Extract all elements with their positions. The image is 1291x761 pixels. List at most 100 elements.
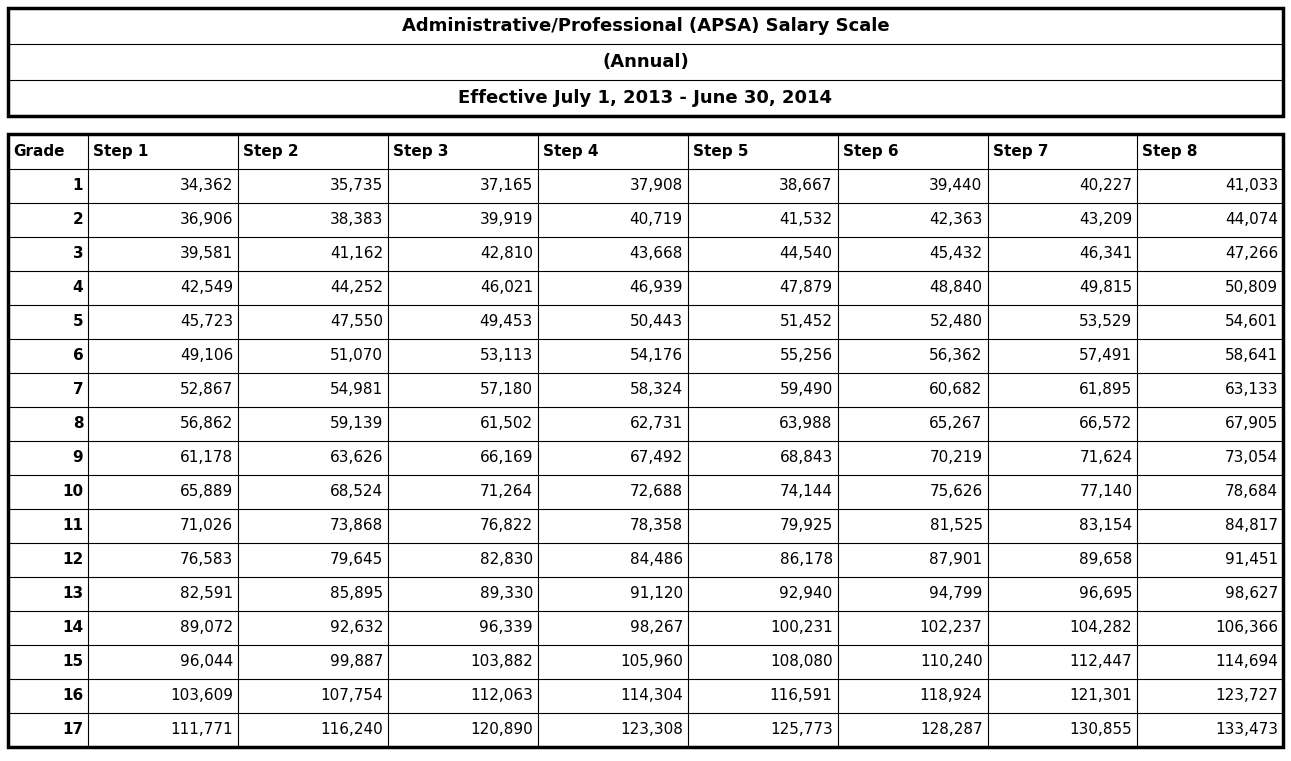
- Text: 46,021: 46,021: [480, 281, 533, 295]
- Text: 13: 13: [62, 587, 84, 601]
- Text: 43,209: 43,209: [1079, 212, 1132, 228]
- Text: 85,895: 85,895: [330, 587, 383, 601]
- Text: 37,165: 37,165: [480, 179, 533, 193]
- Text: 54,176: 54,176: [630, 349, 683, 364]
- Text: 68,524: 68,524: [330, 485, 383, 499]
- Text: 3: 3: [72, 247, 84, 262]
- Text: 52,480: 52,480: [930, 314, 982, 330]
- Text: 41,033: 41,033: [1225, 179, 1278, 193]
- Text: 91,451: 91,451: [1225, 552, 1278, 568]
- Text: 114,304: 114,304: [620, 689, 683, 703]
- Text: 53,113: 53,113: [480, 349, 533, 364]
- Text: 61,895: 61,895: [1079, 383, 1132, 397]
- Text: 58,324: 58,324: [630, 383, 683, 397]
- Text: 83,154: 83,154: [1079, 518, 1132, 533]
- Text: 66,169: 66,169: [479, 451, 533, 466]
- Text: 133,473: 133,473: [1215, 722, 1278, 737]
- Text: 72,688: 72,688: [630, 485, 683, 499]
- Bar: [8, 8, 1283, 116]
- Text: 50,443: 50,443: [630, 314, 683, 330]
- Text: 104,282: 104,282: [1070, 620, 1132, 635]
- Text: 63,988: 63,988: [780, 416, 833, 431]
- Text: 47,879: 47,879: [780, 281, 833, 295]
- Text: 56,362: 56,362: [930, 349, 982, 364]
- Text: 54,981: 54,981: [330, 383, 383, 397]
- Text: 114,694: 114,694: [1215, 654, 1278, 670]
- Text: 78,358: 78,358: [630, 518, 683, 533]
- Text: 54,601: 54,601: [1225, 314, 1278, 330]
- Text: 42,363: 42,363: [930, 212, 982, 228]
- Text: 125,773: 125,773: [769, 722, 833, 737]
- Text: 71,264: 71,264: [480, 485, 533, 499]
- Text: Step 7: Step 7: [993, 144, 1048, 159]
- Text: 102,237: 102,237: [919, 620, 982, 635]
- Text: Step 1: Step 1: [93, 144, 148, 159]
- Text: 48,840: 48,840: [930, 281, 982, 295]
- Text: 73,868: 73,868: [329, 518, 383, 533]
- Text: 67,905: 67,905: [1225, 416, 1278, 431]
- Text: 15: 15: [62, 654, 84, 670]
- Text: Step 6: Step 6: [843, 144, 899, 159]
- Text: 60,682: 60,682: [930, 383, 982, 397]
- Text: 65,267: 65,267: [930, 416, 982, 431]
- Text: 92,632: 92,632: [329, 620, 383, 635]
- Text: 42,810: 42,810: [480, 247, 533, 262]
- Text: 59,139: 59,139: [329, 416, 383, 431]
- Text: Step 2: Step 2: [243, 144, 298, 159]
- Text: 63,133: 63,133: [1224, 383, 1278, 397]
- Text: 38,383: 38,383: [329, 212, 383, 228]
- Text: 10: 10: [62, 485, 84, 499]
- Text: 47,266: 47,266: [1225, 247, 1278, 262]
- Text: 41,532: 41,532: [780, 212, 833, 228]
- Text: 5: 5: [72, 314, 84, 330]
- Text: 123,727: 123,727: [1215, 689, 1278, 703]
- Text: 39,440: 39,440: [930, 179, 982, 193]
- Text: 71,624: 71,624: [1079, 451, 1132, 466]
- Text: 56,862: 56,862: [179, 416, 234, 431]
- Text: Administrative/Professional (APSA) Salary Scale: Administrative/Professional (APSA) Salar…: [402, 17, 889, 35]
- Text: 38,667: 38,667: [780, 179, 833, 193]
- Text: 79,645: 79,645: [329, 552, 383, 568]
- Text: 35,735: 35,735: [329, 179, 383, 193]
- Text: 52,867: 52,867: [179, 383, 234, 397]
- Text: 110,240: 110,240: [920, 654, 982, 670]
- Text: 41,162: 41,162: [330, 247, 383, 262]
- Text: 42,549: 42,549: [179, 281, 234, 295]
- Text: 98,267: 98,267: [630, 620, 683, 635]
- Text: 118,924: 118,924: [919, 689, 982, 703]
- Text: 11: 11: [62, 518, 84, 533]
- Text: 44,074: 44,074: [1225, 212, 1278, 228]
- Text: 4: 4: [72, 281, 84, 295]
- Text: 89,330: 89,330: [479, 587, 533, 601]
- Text: 105,960: 105,960: [620, 654, 683, 670]
- Text: 49,815: 49,815: [1079, 281, 1132, 295]
- Text: 67,492: 67,492: [630, 451, 683, 466]
- Text: 58,641: 58,641: [1225, 349, 1278, 364]
- Text: Step 5: Step 5: [693, 144, 749, 159]
- Text: 96,695: 96,695: [1079, 587, 1132, 601]
- Text: 84,817: 84,817: [1225, 518, 1278, 533]
- Text: 116,240: 116,240: [320, 722, 383, 737]
- Text: 128,287: 128,287: [920, 722, 982, 737]
- Text: 63,626: 63,626: [329, 451, 383, 466]
- Text: 77,140: 77,140: [1079, 485, 1132, 499]
- Text: 40,719: 40,719: [630, 212, 683, 228]
- Text: 78,684: 78,684: [1225, 485, 1278, 499]
- Text: 1: 1: [72, 179, 84, 193]
- Text: 12: 12: [62, 552, 84, 568]
- Text: 6: 6: [72, 349, 84, 364]
- Text: Step 3: Step 3: [392, 144, 448, 159]
- Text: 92,940: 92,940: [780, 587, 833, 601]
- Text: 51,070: 51,070: [330, 349, 383, 364]
- Text: 40,227: 40,227: [1079, 179, 1132, 193]
- Bar: [8, 134, 1283, 747]
- Text: 79,925: 79,925: [780, 518, 833, 533]
- Text: 61,502: 61,502: [480, 416, 533, 431]
- Text: 9: 9: [72, 451, 84, 466]
- Text: 39,581: 39,581: [179, 247, 234, 262]
- Text: 111,771: 111,771: [170, 722, 234, 737]
- Text: 94,799: 94,799: [930, 587, 982, 601]
- Text: 2: 2: [72, 212, 84, 228]
- Text: 36,906: 36,906: [179, 212, 234, 228]
- Text: 68,843: 68,843: [780, 451, 833, 466]
